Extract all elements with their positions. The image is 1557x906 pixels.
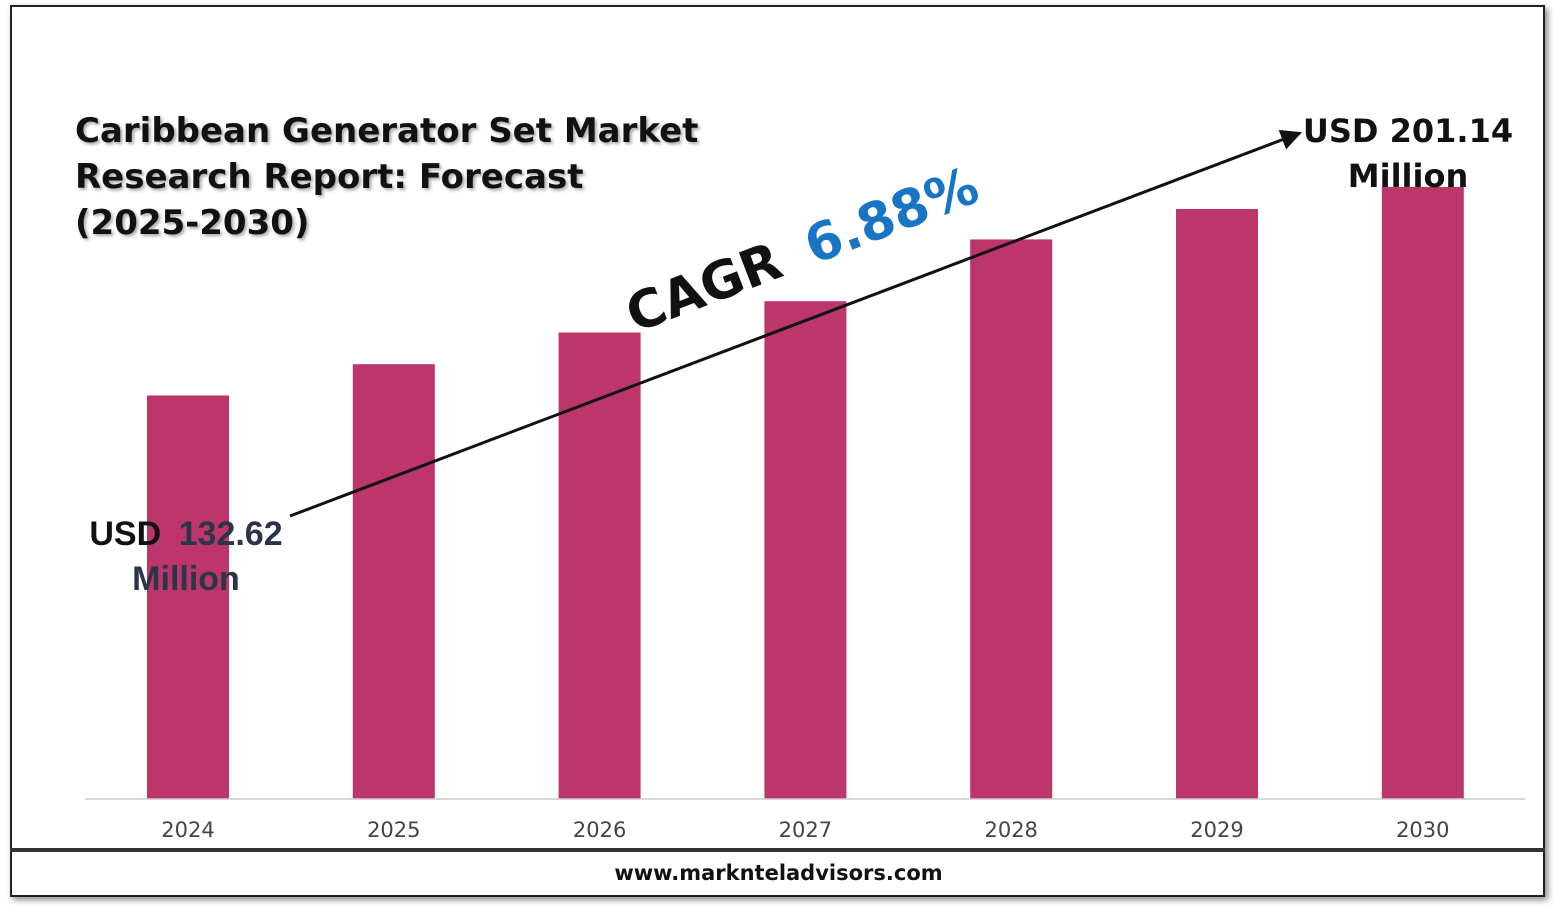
chart-title: Caribbean Generator Set Market Research …	[75, 108, 735, 246]
end-value-label-line1: USD 201.14	[1303, 112, 1513, 150]
bar-2030	[1381, 186, 1464, 799]
start-value-prefix: USD	[89, 515, 161, 553]
start-value-label-line1: USD 132.62	[89, 515, 282, 553]
title-line-1: Caribbean Generator Set Market	[75, 111, 699, 151]
x-tick-label-2029: 2029	[1190, 818, 1243, 842]
x-tick-label-2027: 2027	[779, 818, 832, 842]
x-tick-label-2030: 2030	[1396, 818, 1449, 842]
bar-2029	[1176, 208, 1258, 800]
footer-divider	[10, 848, 1545, 852]
title-line-3: (2025-2030)	[75, 203, 310, 243]
start-value-unit: Million	[132, 560, 240, 598]
bar-2027	[764, 301, 847, 799]
bar-2028	[970, 239, 1053, 799]
growth-arrow	[289, 129, 1302, 518]
website-footer: www.marknteladvisors.com	[614, 861, 943, 885]
start-value-number: 132.62	[179, 515, 283, 553]
x-tick-label-2024: 2024	[161, 818, 214, 842]
x-tick-label-2028: 2028	[984, 818, 1037, 842]
x-tick-label-2025: 2025	[367, 818, 420, 842]
title-line-2: Research Report: Forecast	[75, 157, 584, 197]
cagr-prefix: CAGR	[618, 231, 790, 345]
bar-2024	[147, 395, 229, 799]
cagr-value: 6.88%	[797, 156, 987, 277]
bar-2026	[558, 332, 641, 799]
end-value-label-line2: Million	[1348, 157, 1468, 195]
x-tick-label-2026: 2026	[573, 818, 626, 842]
bar-2025	[352, 364, 435, 799]
